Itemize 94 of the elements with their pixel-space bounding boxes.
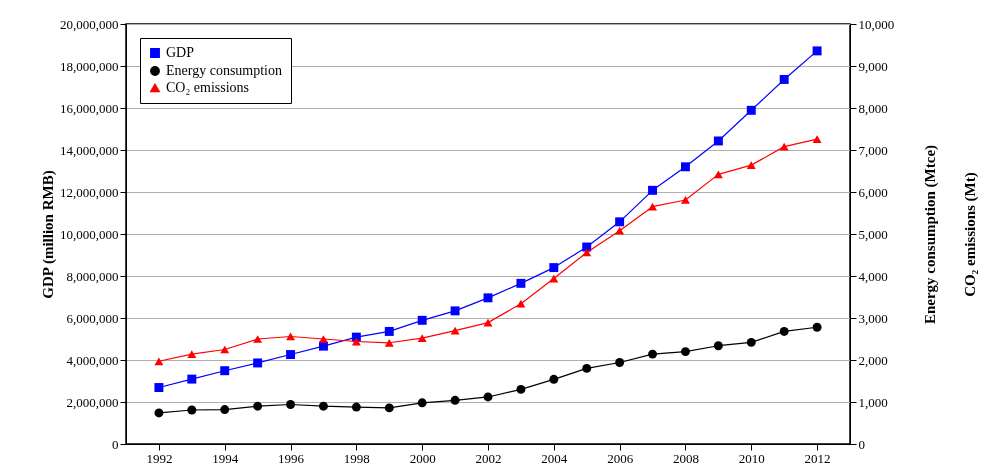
y2-tick-label: 3,000 (858, 310, 888, 326)
point (516, 299, 526, 308)
point (220, 405, 230, 415)
point (187, 405, 197, 415)
point (615, 217, 625, 227)
y2-tick-label: 9,000 (858, 58, 888, 74)
x-tick-label: 2004 (541, 450, 568, 466)
point (351, 402, 361, 412)
point (154, 357, 164, 366)
y2-tick-label: 2,000 (858, 352, 888, 368)
point (779, 326, 789, 336)
point (582, 248, 592, 257)
point (779, 74, 789, 84)
point (812, 46, 822, 56)
legend-label: GDP (166, 45, 195, 60)
y-tick-label: 14,000,000 (60, 142, 119, 158)
point (187, 350, 197, 358)
x-tick-label: 2012 (804, 450, 831, 466)
point (713, 341, 723, 351)
point (417, 334, 427, 343)
point (680, 347, 690, 357)
legend-label: Energy consumption (166, 63, 283, 78)
x-tick-label: 2006 (607, 450, 634, 466)
x-tick-label: 2000 (409, 450, 436, 466)
y-tick-label: 6,000,000 (66, 310, 119, 326)
point (286, 350, 296, 360)
point (253, 358, 263, 368)
point (615, 226, 625, 235)
point (516, 384, 526, 394)
y2-tick-label: 8,000 (858, 100, 888, 116)
y-tick-label: 16,000,000 (60, 100, 119, 116)
point (220, 366, 230, 376)
x-tick-label: 1994 (212, 450, 239, 466)
y2-tick-label: 6,000 (858, 184, 888, 200)
point (516, 278, 526, 288)
point (713, 170, 723, 179)
x-tick-label: 2008 (672, 450, 699, 466)
point (286, 400, 296, 409)
point (713, 136, 723, 146)
y-tick-label: 20,000,000 (60, 16, 119, 32)
y2-tick-label: 10,000 (858, 16, 895, 32)
x-tick-label: 1998 (343, 450, 370, 466)
y-tick-label: 2,000,000 (66, 394, 119, 410)
y-tick-label: 10,000,000 (60, 226, 119, 242)
point (615, 358, 625, 367)
point (812, 135, 822, 143)
point (384, 326, 394, 336)
point (648, 202, 658, 211)
x-tick-label: 1992 (146, 450, 173, 466)
y-axis-title: GDP (million RMB) (40, 170, 57, 299)
point (746, 337, 756, 347)
point (154, 383, 164, 392)
point (549, 263, 559, 273)
point (253, 401, 263, 411)
point (746, 161, 756, 169)
point (318, 401, 328, 411)
y-tick-label: 0 (112, 436, 119, 452)
point (648, 185, 658, 195)
point (680, 196, 690, 204)
y2-tick-label: 4,000 (858, 268, 888, 284)
point (417, 398, 427, 408)
point (483, 392, 493, 402)
y-tick-label: 4,000,000 (66, 352, 119, 368)
point (253, 335, 263, 343)
point (746, 105, 756, 115)
point (187, 374, 197, 384)
point (812, 322, 822, 332)
point (384, 403, 394, 413)
point (220, 345, 230, 354)
point (680, 162, 690, 172)
y2-tick-label: 1,000 (858, 394, 888, 410)
point (384, 338, 394, 347)
point (549, 374, 559, 384)
point (483, 293, 493, 303)
y-tick-label: 18,000,000 (60, 58, 119, 74)
y2-tick-label: 0 (858, 436, 865, 452)
point (582, 363, 592, 373)
legend-label: CO₂ emissions (166, 80, 250, 95)
x-tick-label: 1996 (278, 450, 305, 466)
point (450, 395, 460, 405)
point (779, 142, 789, 151)
text: Energy consumption (Mtce) CO₂ emissions (Mt) (922, 144, 979, 325)
point (450, 306, 460, 316)
x-tick-label: 2002 (475, 450, 502, 466)
point (417, 315, 427, 325)
y2-tick-label: 7,000 (858, 142, 888, 158)
point (286, 332, 296, 341)
y2-tick-label: 5,000 (858, 226, 888, 242)
y-tick-label: 8,000,000 (66, 268, 119, 284)
point (154, 408, 164, 418)
y-tick-label: 12,000,000 (60, 184, 119, 200)
point (318, 335, 328, 343)
x-tick-label: 2010 (738, 450, 765, 466)
point (648, 349, 658, 359)
